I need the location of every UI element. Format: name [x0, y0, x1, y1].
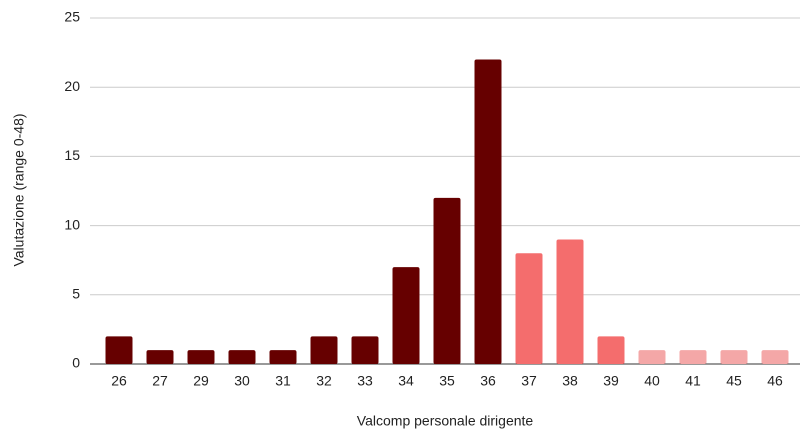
x-tick-label: 34 [398, 373, 414, 389]
y-tick-label: 5 [72, 286, 80, 302]
bar [105, 336, 133, 364]
x-tick-label: 41 [685, 373, 701, 389]
x-tick-label: 35 [439, 373, 455, 389]
bar [228, 350, 256, 364]
x-tick-label: 27 [152, 373, 168, 389]
bar [597, 336, 625, 364]
bar [474, 59, 502, 365]
x-tick-label: 32 [316, 373, 332, 389]
x-tick-label: 29 [193, 373, 209, 389]
bar [556, 239, 584, 364]
x-tick-label: 46 [767, 373, 783, 389]
bar [761, 350, 789, 364]
x-tick-label: 39 [603, 373, 619, 389]
bar [515, 253, 543, 364]
x-tick-label: 37 [521, 373, 537, 389]
y-tick-label: 10 [64, 216, 80, 232]
x-tick-label: 36 [480, 373, 496, 389]
x-tick-label: 33 [357, 373, 373, 389]
y-axis-label: Valutazione (range 0-48) [11, 113, 27, 266]
bar [146, 350, 174, 364]
x-tick-label: 26 [111, 373, 127, 389]
x-tick-label: 45 [726, 373, 742, 389]
bar [638, 350, 666, 364]
x-axis-label: Valcomp personale dirigente [357, 413, 534, 429]
bar [720, 350, 748, 364]
x-tick-label: 30 [234, 373, 250, 389]
y-tick-label: 25 [64, 9, 80, 25]
y-tick-label: 15 [64, 147, 80, 163]
y-tick-label: 0 [72, 355, 80, 371]
bar [269, 350, 297, 364]
bar [679, 350, 707, 364]
x-tick-label: 40 [644, 373, 660, 389]
x-tick-label: 38 [562, 373, 578, 389]
bar [433, 197, 461, 364]
bar [310, 336, 338, 364]
bar [187, 350, 215, 364]
bar [392, 267, 420, 364]
x-tick-label: 31 [275, 373, 291, 389]
bar [351, 336, 379, 364]
y-tick-label: 20 [64, 78, 80, 94]
